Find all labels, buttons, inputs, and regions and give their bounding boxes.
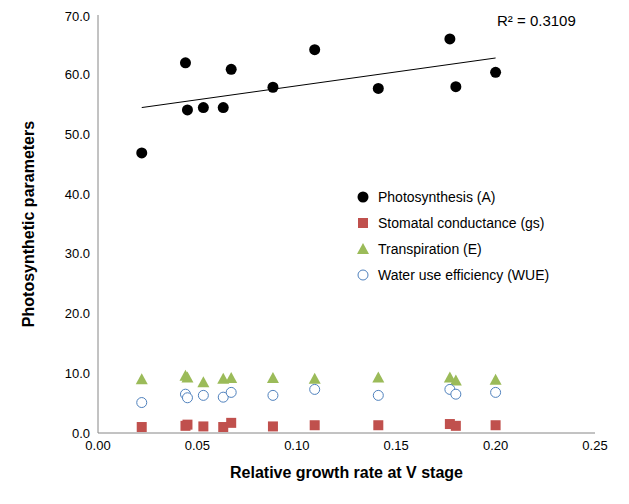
html-text:Transpiration (E): Transpiration (E) <box>378 241 482 257</box>
svg-text:50.0: 50.0 <box>65 127 90 142</box>
svg-text:0.0: 0.0 <box>72 426 90 441</box>
html-text:Photosynthesis (A): Photosynthesis (A) <box>378 189 496 205</box>
svg-text:Photosynthetic parameters: Photosynthetic parameters <box>20 121 37 327</box>
svg-text:Relative growth rate at V stag: Relative growth rate at V stage <box>230 464 463 481</box>
html-text:Stomatal conductance (gs): Stomatal conductance (gs) <box>378 215 545 231</box>
svg-text:0.10: 0.10 <box>284 438 309 453</box>
html-text:R² = 0.3109: R² = 0.3109 <box>497 12 576 29</box>
html-text:Water use efficiency (WUE): Water use efficiency (WUE) <box>378 267 550 283</box>
svg-text:0.20: 0.20 <box>483 438 508 453</box>
svg-text:70.0: 70.0 <box>65 9 90 24</box>
svg-text:30.0: 30.0 <box>65 246 90 261</box>
svg-text:0.15: 0.15 <box>384 438 409 453</box>
svg-text:10.0: 10.0 <box>65 366 90 381</box>
svg-text:20.0: 20.0 <box>65 306 90 321</box>
svg-text:40.0: 40.0 <box>65 187 90 202</box>
svg-text:0.05: 0.05 <box>185 438 210 453</box>
svg-text:0.25: 0.25 <box>582 438 607 453</box>
svg-text:60.0: 60.0 <box>65 67 90 82</box>
svg-text:0.00: 0.00 <box>85 438 111 454</box>
